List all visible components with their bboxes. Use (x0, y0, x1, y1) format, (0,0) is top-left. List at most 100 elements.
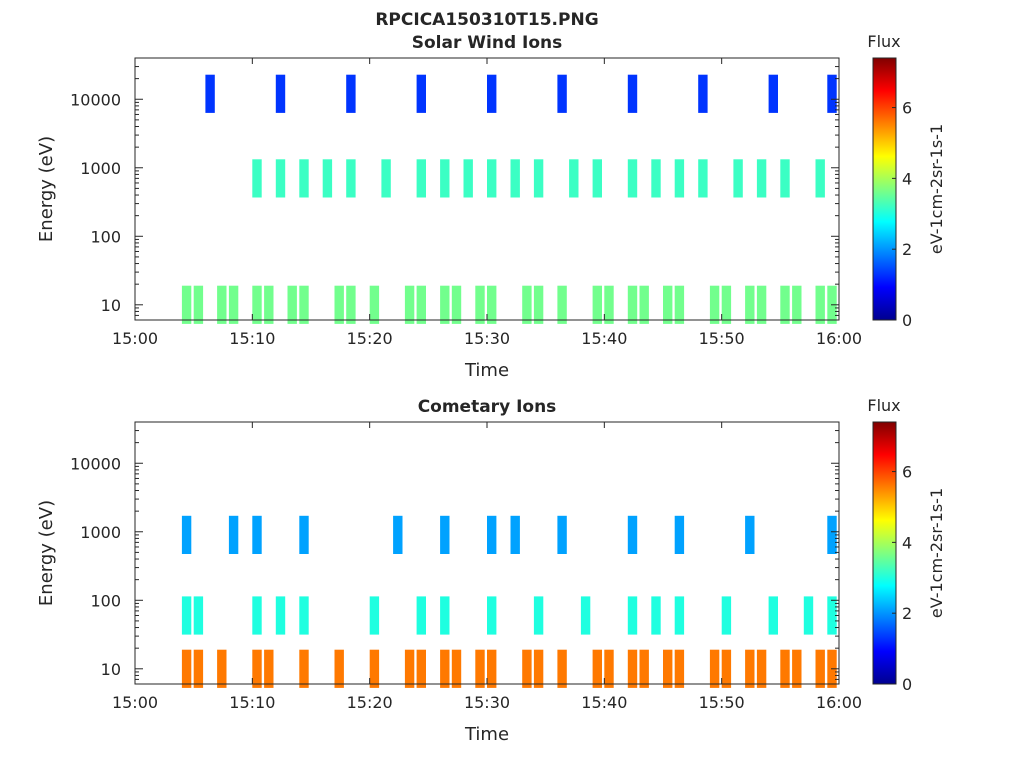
spectrogram-cell (709, 285, 720, 324)
spectrogram-cell (440, 515, 450, 554)
spectrogram-cell (522, 649, 532, 688)
spectrogram-cell (217, 649, 227, 688)
colorbar-ticks: 0 2 4 6 (892, 463, 912, 694)
spectrogram-cell (369, 649, 380, 688)
x-axis: 15:00 15:10 15:20 15:30 15:40 15:50 16:00 (112, 58, 862, 348)
x-tick-label: 15:00 (112, 329, 158, 348)
x-axis: 15:00 15:10 15:20 15:30 15:40 15:50 16:00 (112, 422, 862, 712)
spectrogram-cell (768, 596, 778, 635)
y-tick-label: 100 (90, 591, 121, 610)
spectrogram-cell (639, 649, 649, 688)
spectrogram-cell (756, 159, 767, 198)
spectrogram-cell (381, 159, 391, 198)
colorbar-tick-label: 6 (902, 99, 912, 118)
spectrogram-cell (416, 159, 426, 198)
spectrogram-cell (780, 159, 790, 198)
spectrogram-cell (792, 649, 802, 688)
spectrogram-cell (674, 596, 685, 635)
spectrogram-cell (205, 74, 215, 113)
spectrogram-cell (827, 74, 837, 113)
y-axis: 10 100 1000 10000 (70, 421, 839, 685)
spectrogram-cell (792, 285, 802, 324)
spectrogram-cell (252, 649, 262, 688)
spectrogram-cell (334, 649, 344, 688)
spectrogram-cell (815, 285, 825, 324)
figure-title: RPCICA150310T15.PNG (375, 10, 598, 30)
spectrogram-cell (627, 159, 638, 198)
spectrogram-cell (299, 285, 309, 324)
spectrogram-cell (440, 649, 450, 688)
spectrogram-cell (369, 596, 380, 635)
spectrogram-cell (252, 596, 262, 635)
spectrogram-cell (827, 596, 837, 635)
spectrogram-cell (533, 596, 544, 635)
spectrogram-cell (592, 649, 602, 688)
x-tick-label: 15:20 (347, 329, 393, 348)
spectrogram-cell (557, 649, 567, 688)
spectrogram-cell (663, 285, 673, 324)
spectrogram-cell (557, 285, 567, 324)
spectrogram-cell (745, 515, 755, 554)
spectrogram-cell (440, 596, 450, 635)
colorbar-tick-label: 2 (902, 240, 912, 259)
spectrogram-cell (639, 285, 649, 324)
spectrogram-cell (698, 74, 708, 113)
spectrogram-cell (569, 159, 579, 198)
x-tick-label: 16:00 (816, 693, 862, 712)
spectrogram-cell (627, 285, 638, 324)
spectrogram-cell (299, 649, 309, 688)
spectrogram-cell (663, 649, 673, 688)
x-tick-label: 16:00 (816, 329, 862, 348)
x-tick-label: 15:40 (581, 693, 627, 712)
y-tick-label: 10 (101, 660, 121, 679)
panel-cometary-ions: Cometary Ions 15:00 15:10 15:20 15:30 15:40 1… (36, 396, 946, 745)
spectrogram-cell (487, 285, 497, 324)
spectrogram-cell (592, 285, 602, 324)
spectrogram-cell (815, 649, 825, 688)
spectrogram-cell (451, 649, 462, 688)
spectrogram-cell (264, 285, 274, 324)
spectrogram-cell (440, 159, 450, 198)
spectrogram-cell (275, 159, 286, 198)
spectrogram-cell (721, 596, 732, 635)
spectrogram-cell (334, 285, 344, 324)
colorbar-title: Flux (867, 396, 900, 415)
spectrogram-cell (698, 159, 708, 198)
spectrogram-cell (557, 515, 567, 554)
spectrogram-cell (709, 649, 720, 688)
spectrogram-cell (627, 596, 638, 635)
spectrogram-cell (756, 649, 767, 688)
spectrogram-cell (780, 649, 790, 688)
x-tick-label: 15:00 (112, 693, 158, 712)
colorbar: Flux 0 2 4 6 eV-1cm-2sr-1s-1 (867, 32, 946, 330)
spectrogram-cell (533, 159, 544, 198)
colorbar-gradient (872, 421, 897, 685)
spectrogram-cell (404, 285, 415, 324)
spectrogram-cell (733, 159, 743, 198)
spectrogram-cell (217, 285, 227, 324)
spectrogram-cell (533, 285, 544, 324)
spectrogram-cell (756, 285, 767, 324)
y-axis-label: Energy (eV) (36, 136, 57, 242)
spectrogram-cell (627, 74, 638, 113)
spectrogram-cell (181, 285, 192, 324)
spectrogram-cell (346, 159, 356, 198)
colorbar-label: eV-1cm-2sr-1s-1 (927, 488, 946, 618)
spectrogram-cell (522, 285, 532, 324)
spectrogram-cell (193, 649, 204, 688)
spectrogram-cell (299, 596, 309, 635)
spectrogram-cell (627, 649, 638, 688)
colorbar-tick-label: 4 (902, 169, 912, 188)
spectrogram-cell (487, 596, 497, 635)
spectrogram-cell (815, 159, 825, 198)
spectrogram-cell (181, 649, 192, 688)
spectrogram-cell (228, 515, 239, 554)
spectrogram-cell (487, 74, 497, 113)
x-axis-label: Time (464, 360, 509, 381)
spectrogram-cell (416, 649, 426, 688)
colorbar-tick-label: 4 (902, 533, 912, 552)
spectrogram-cell (803, 596, 814, 635)
y-tick-label: 10000 (70, 90, 121, 109)
x-tick-label: 15:50 (699, 329, 745, 348)
spectrogram-cell (768, 74, 778, 113)
